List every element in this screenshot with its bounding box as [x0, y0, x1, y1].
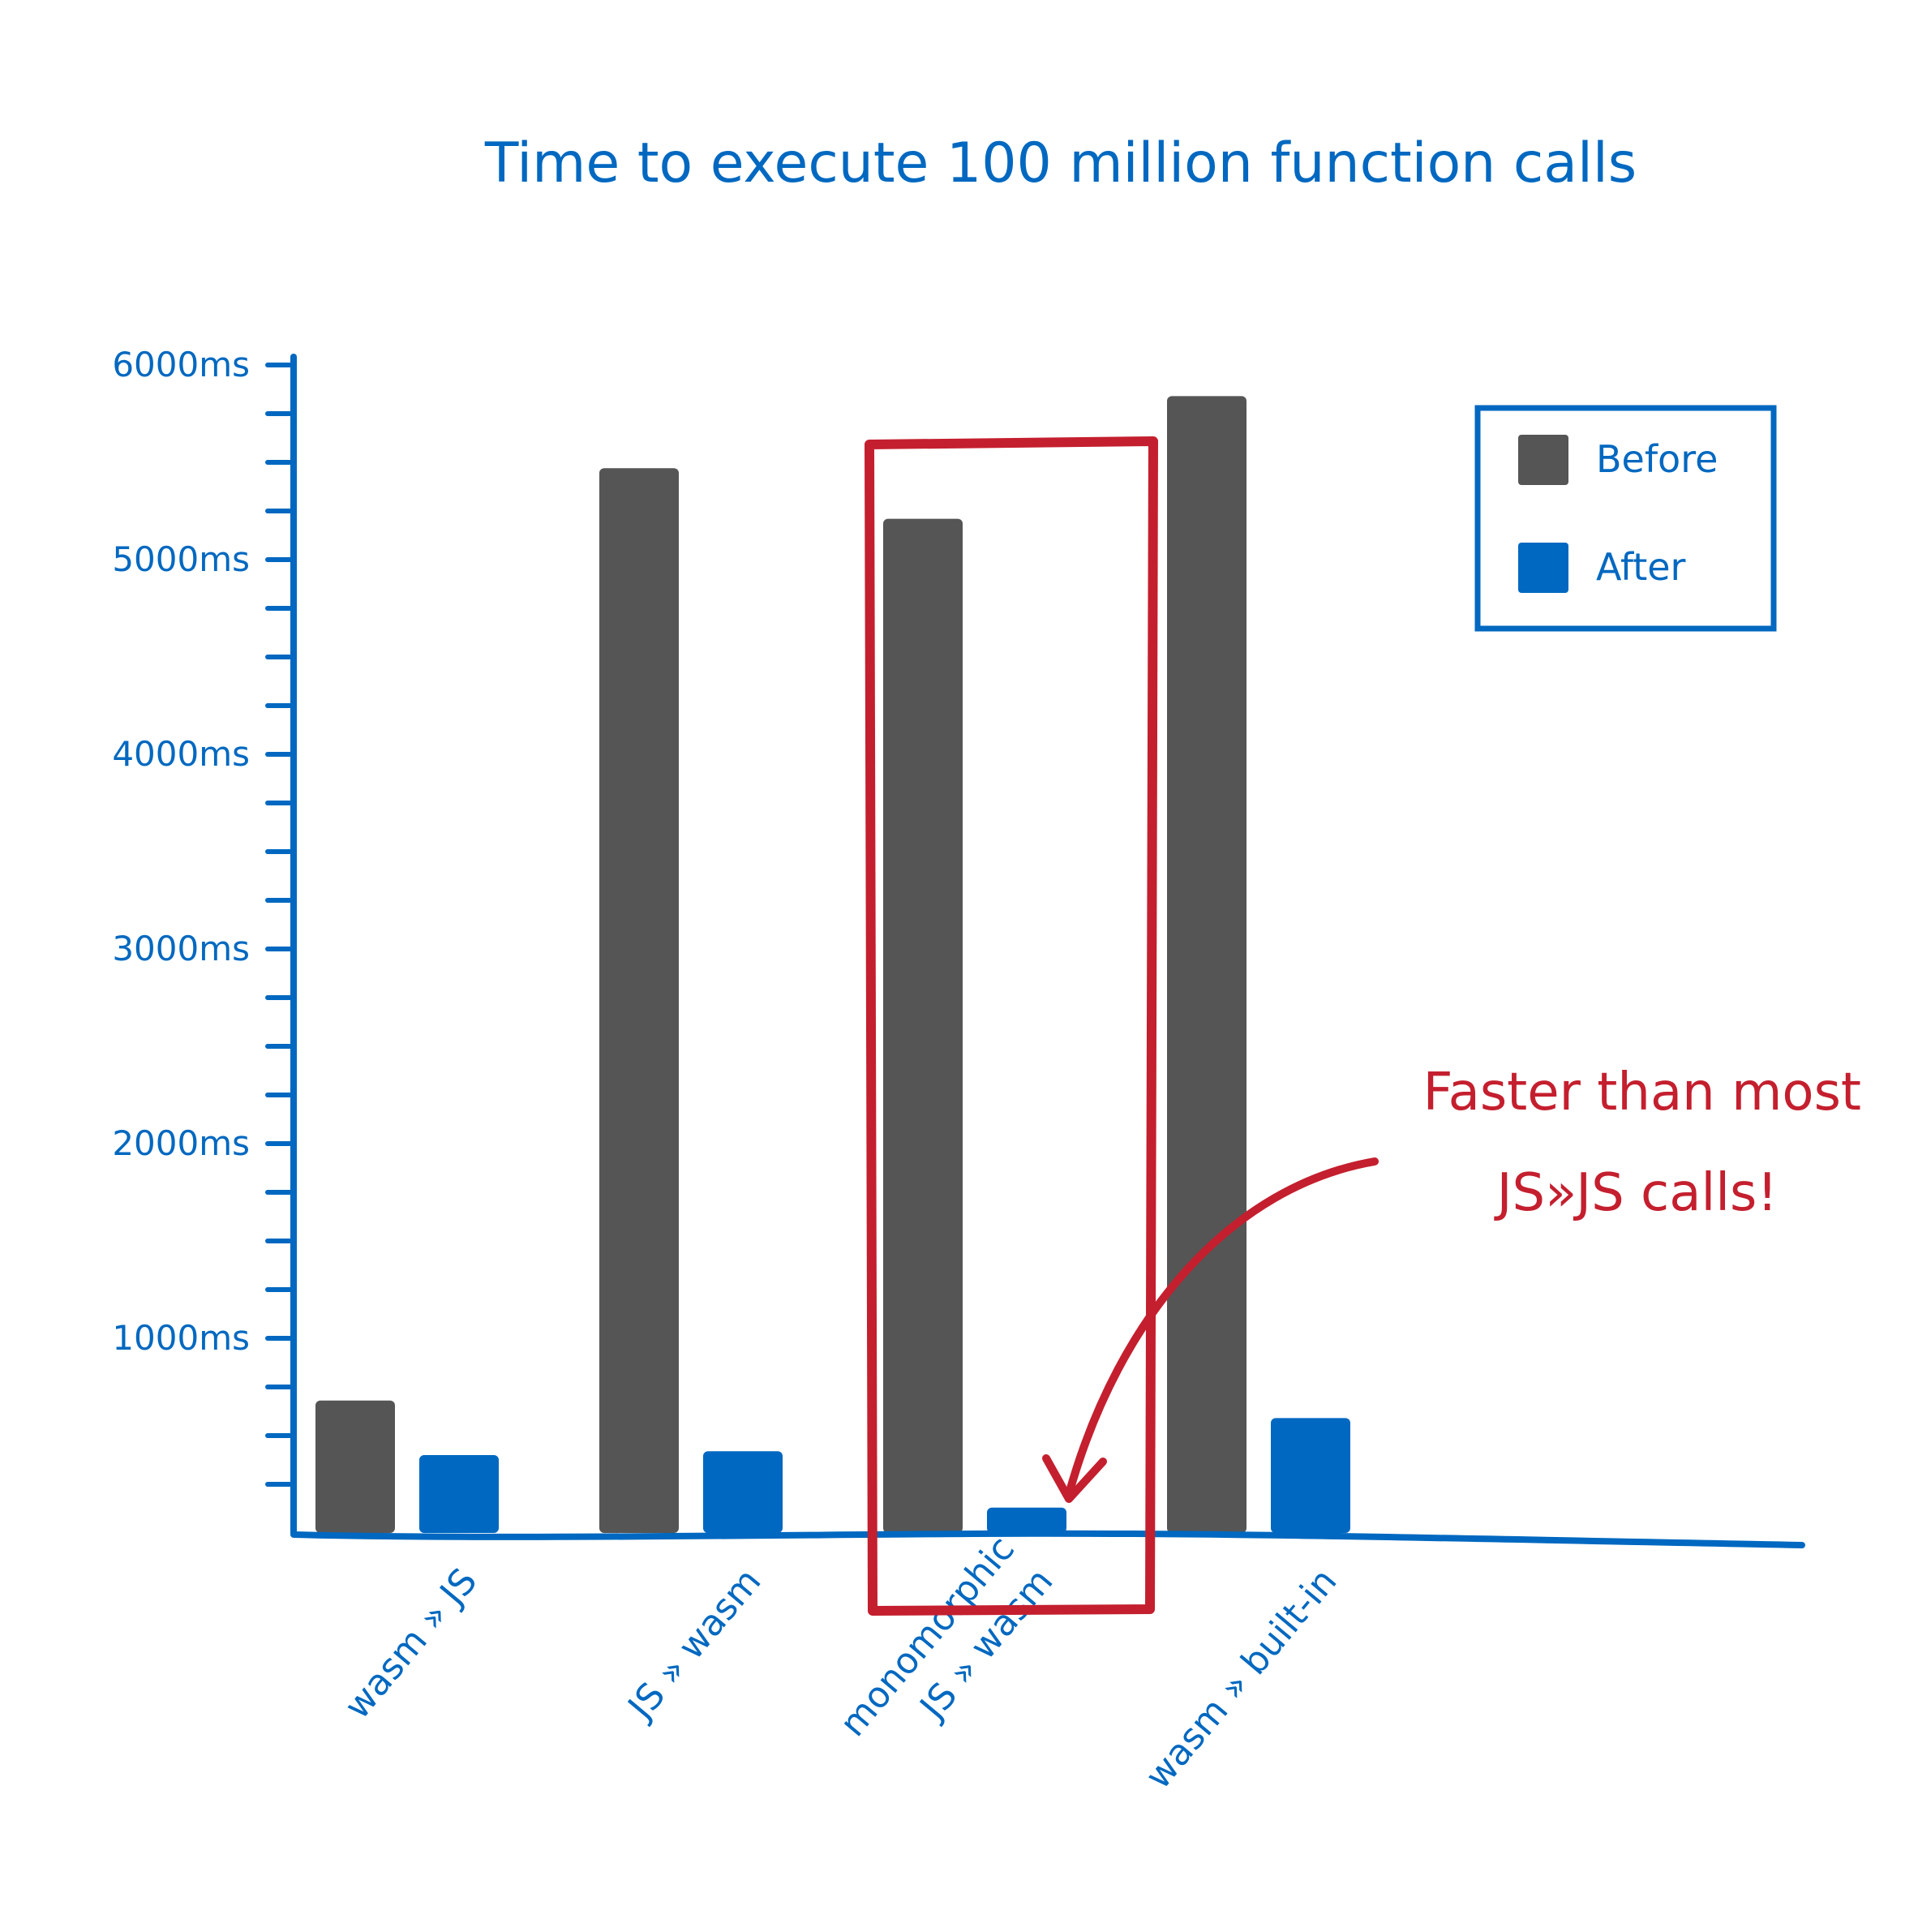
highlight-box: [865, 436, 1158, 1616]
legend-box: [1474, 405, 1777, 632]
bar-before: [599, 468, 679, 1534]
y-tick-label: 2000ms: [112, 1123, 250, 1163]
annotation-arrow-shaft: [1065, 1157, 1379, 1498]
bar-after: [419, 1455, 499, 1533]
x-tick-label: wasm » built-in: [1138, 1561, 1345, 1797]
annotation-text: JS»JS calls!: [1494, 1163, 1778, 1223]
legend-swatch-before: [1518, 435, 1568, 485]
legend-label-after: After: [1596, 545, 1686, 589]
y-tick-label: 4000ms: [112, 734, 250, 774]
y-tick-label: 5000ms: [112, 539, 250, 579]
legend: Before After: [1474, 405, 1777, 632]
x-tick-label-group: JS » wasm: [619, 1561, 769, 1728]
x-tick-label: JS » wasm: [619, 1561, 769, 1728]
annotation-arrow-head: [1042, 1454, 1107, 1503]
x-tick-label-group: wasm » JS: [337, 1561, 485, 1727]
bar-before: [883, 518, 963, 1533]
y-axis: 6000ms 5000ms 4000ms 3000ms 2000ms 1000ms: [112, 345, 297, 1536]
legend-label-before: Before: [1596, 437, 1718, 481]
highlight-rectangle: [865, 436, 1158, 1616]
annotation-text: Faster than most: [1423, 1063, 1861, 1123]
bars: [315, 396, 1350, 1534]
x-tick-label: wasm » JS: [337, 1561, 485, 1727]
chart-title: Time to execute 100 million function cal…: [484, 131, 1637, 195]
y-tick-label: 3000ms: [112, 929, 250, 968]
y-tick-label: 6000ms: [112, 345, 250, 384]
y-tick-label: 1000ms: [112, 1318, 250, 1358]
bar-after: [987, 1507, 1066, 1533]
annotation: Faster than most JS»JS calls!: [1042, 1063, 1861, 1503]
x-axis: [290, 1530, 1805, 1548]
x-axis-line: [290, 1530, 1805, 1548]
x-tick-label-group: wasm » built-in: [1138, 1561, 1345, 1797]
bar-before: [1167, 396, 1246, 1533]
bar-after: [703, 1451, 783, 1533]
bar-after: [1271, 1418, 1350, 1533]
bar-before: [315, 1400, 395, 1533]
legend-swatch-after: [1518, 543, 1568, 593]
